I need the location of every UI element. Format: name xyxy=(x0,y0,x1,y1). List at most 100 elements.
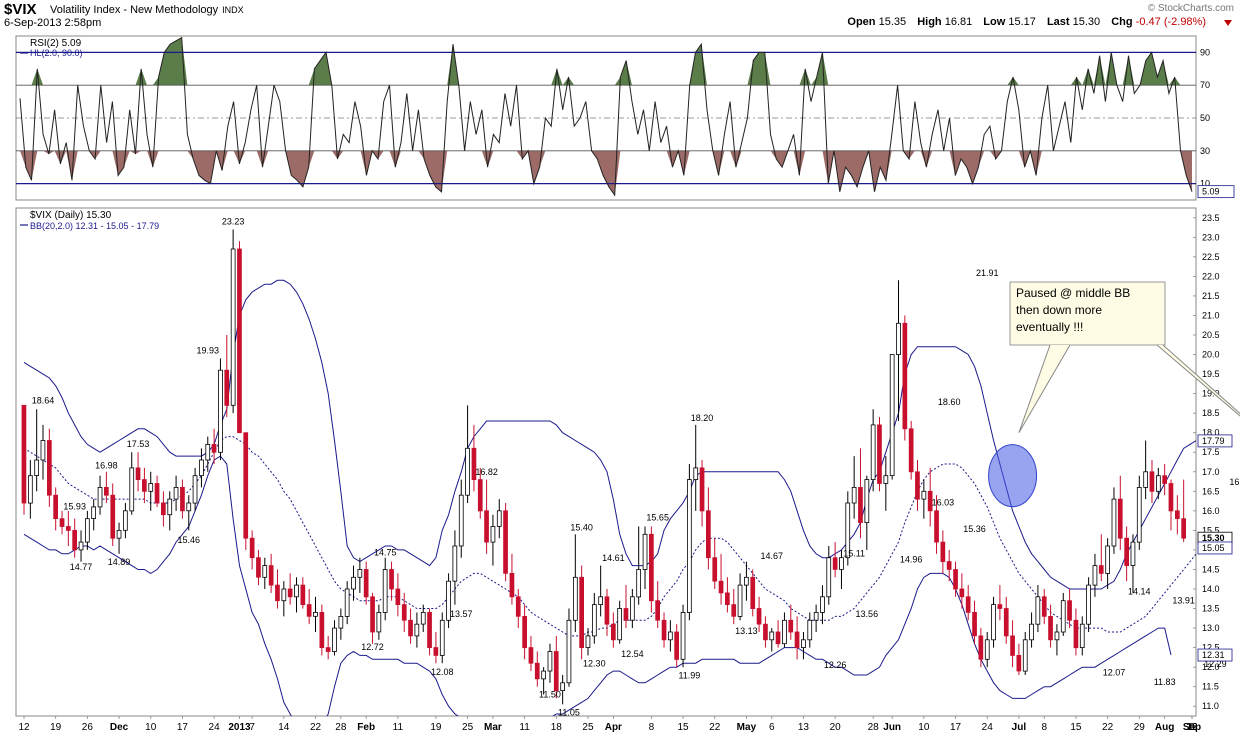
candle-body xyxy=(382,569,388,613)
candle-body xyxy=(522,616,528,649)
candle-body xyxy=(160,502,166,516)
price-point-label: 13.13 xyxy=(735,626,758,636)
candle-body xyxy=(560,682,566,691)
price-point-label: 21.91 xyxy=(976,268,999,278)
candle-body xyxy=(186,502,192,512)
x-tick-label: 22 xyxy=(310,722,322,733)
candle-body xyxy=(649,533,654,602)
price-point-label: 12.30 xyxy=(583,658,606,668)
candle-body xyxy=(243,432,249,539)
candle-body xyxy=(965,596,971,613)
x-tick-label: 25 xyxy=(582,722,594,733)
chart-date: 6-Sep-2013 2:58pm xyxy=(4,17,102,29)
chg-value: -0.47 (-2.98%) xyxy=(1135,16,1206,28)
candle-body xyxy=(1010,635,1015,656)
candle-body xyxy=(249,537,255,559)
candle-body xyxy=(566,619,572,684)
candle-body xyxy=(268,565,274,586)
candle-body xyxy=(446,580,451,621)
candle-body xyxy=(534,662,540,680)
x-tick-label: 22 xyxy=(1102,722,1114,733)
candle-body xyxy=(256,557,261,578)
candle-body xyxy=(110,494,116,539)
price-tick-label: 18.0 xyxy=(1202,428,1220,438)
candle-body xyxy=(674,631,680,660)
candle-body xyxy=(503,510,508,574)
price-tick-label: 16.5 xyxy=(1202,486,1220,496)
candle-body xyxy=(832,557,838,570)
candle-body xyxy=(661,619,667,641)
price-point-label: 18.20 xyxy=(691,413,714,423)
rsi-tick-label: 70 xyxy=(1200,80,1210,90)
candle-body xyxy=(877,424,882,484)
price-tick-label: 19.0 xyxy=(1202,389,1220,399)
candle-body xyxy=(408,619,413,637)
candle-body xyxy=(547,651,553,672)
candle-body xyxy=(465,447,470,496)
candle-body xyxy=(1168,483,1174,512)
price-point-label: 12.07 xyxy=(1103,667,1126,677)
x-tick-label: Dec xyxy=(110,722,129,733)
candle-body xyxy=(858,486,863,523)
price-point-label: 13.56 xyxy=(856,609,879,619)
candle-body xyxy=(984,639,990,660)
candle-body xyxy=(845,502,851,559)
x-tick-label: 22 xyxy=(709,722,721,733)
candle-body xyxy=(718,580,724,594)
candle-body xyxy=(420,612,426,625)
candle-body xyxy=(959,588,965,598)
price-tick-label: 22.5 xyxy=(1202,252,1220,262)
x-tick-label: 20 xyxy=(830,722,842,733)
candle-body xyxy=(224,369,230,406)
x-tick-label: Jun xyxy=(883,722,901,733)
high-label: High xyxy=(917,16,942,28)
candle-body xyxy=(211,443,217,453)
candle-body xyxy=(725,592,730,606)
candle-body xyxy=(389,569,394,590)
candle-body xyxy=(332,627,337,652)
candle-body xyxy=(915,471,920,500)
x-tick-label: May xyxy=(737,722,757,733)
candle-body xyxy=(573,576,578,621)
price-tick-label: 20.0 xyxy=(1202,350,1220,360)
candle-body xyxy=(940,541,946,562)
x-tick-label: 7 xyxy=(249,722,255,733)
candle-body xyxy=(262,565,268,578)
brand-watermark: © StockCharts.com xyxy=(1147,3,1234,14)
candle-body xyxy=(47,440,52,496)
candle-body xyxy=(807,619,813,641)
candle-body xyxy=(477,479,483,512)
candle-body xyxy=(592,604,597,637)
x-tick-label: 29 xyxy=(1134,722,1146,733)
price-point-label: 15.46 xyxy=(177,535,200,545)
x-tick-label: Apr xyxy=(605,722,622,733)
candle-body xyxy=(883,475,889,484)
last-value: 15.30 xyxy=(1072,16,1101,28)
annotation-pointer-right xyxy=(1156,344,1240,417)
candle-body xyxy=(1156,475,1161,492)
annotation-text-line: then down more xyxy=(1016,303,1102,317)
last-label: Last xyxy=(1046,16,1070,28)
candle-body xyxy=(908,428,914,473)
candle-body xyxy=(794,631,800,649)
candle-body xyxy=(699,467,705,512)
candle-body xyxy=(744,576,749,586)
x-tick-label: Aug xyxy=(1155,722,1174,733)
candle-body xyxy=(1117,498,1123,539)
candle-body xyxy=(40,440,46,461)
rsi-tick-label: 10 xyxy=(1200,179,1210,189)
candle-body xyxy=(192,475,198,504)
price-point-label: 15.40 xyxy=(570,522,593,532)
candle-body xyxy=(205,443,211,461)
candle-body xyxy=(668,631,673,641)
candle-body xyxy=(281,588,287,602)
candle-body xyxy=(135,467,141,480)
price-point-label: 12.54 xyxy=(621,649,644,659)
rsi-oversold-fill xyxy=(20,150,1192,196)
price-point-label: 14.77 xyxy=(70,562,93,572)
candle-body xyxy=(154,483,160,504)
security-name: Volatility Index - New Methodology INDX xyxy=(50,4,244,16)
candle-body xyxy=(351,576,356,590)
candle-body xyxy=(769,631,775,641)
price-tick-label: 20.5 xyxy=(1202,330,1220,340)
